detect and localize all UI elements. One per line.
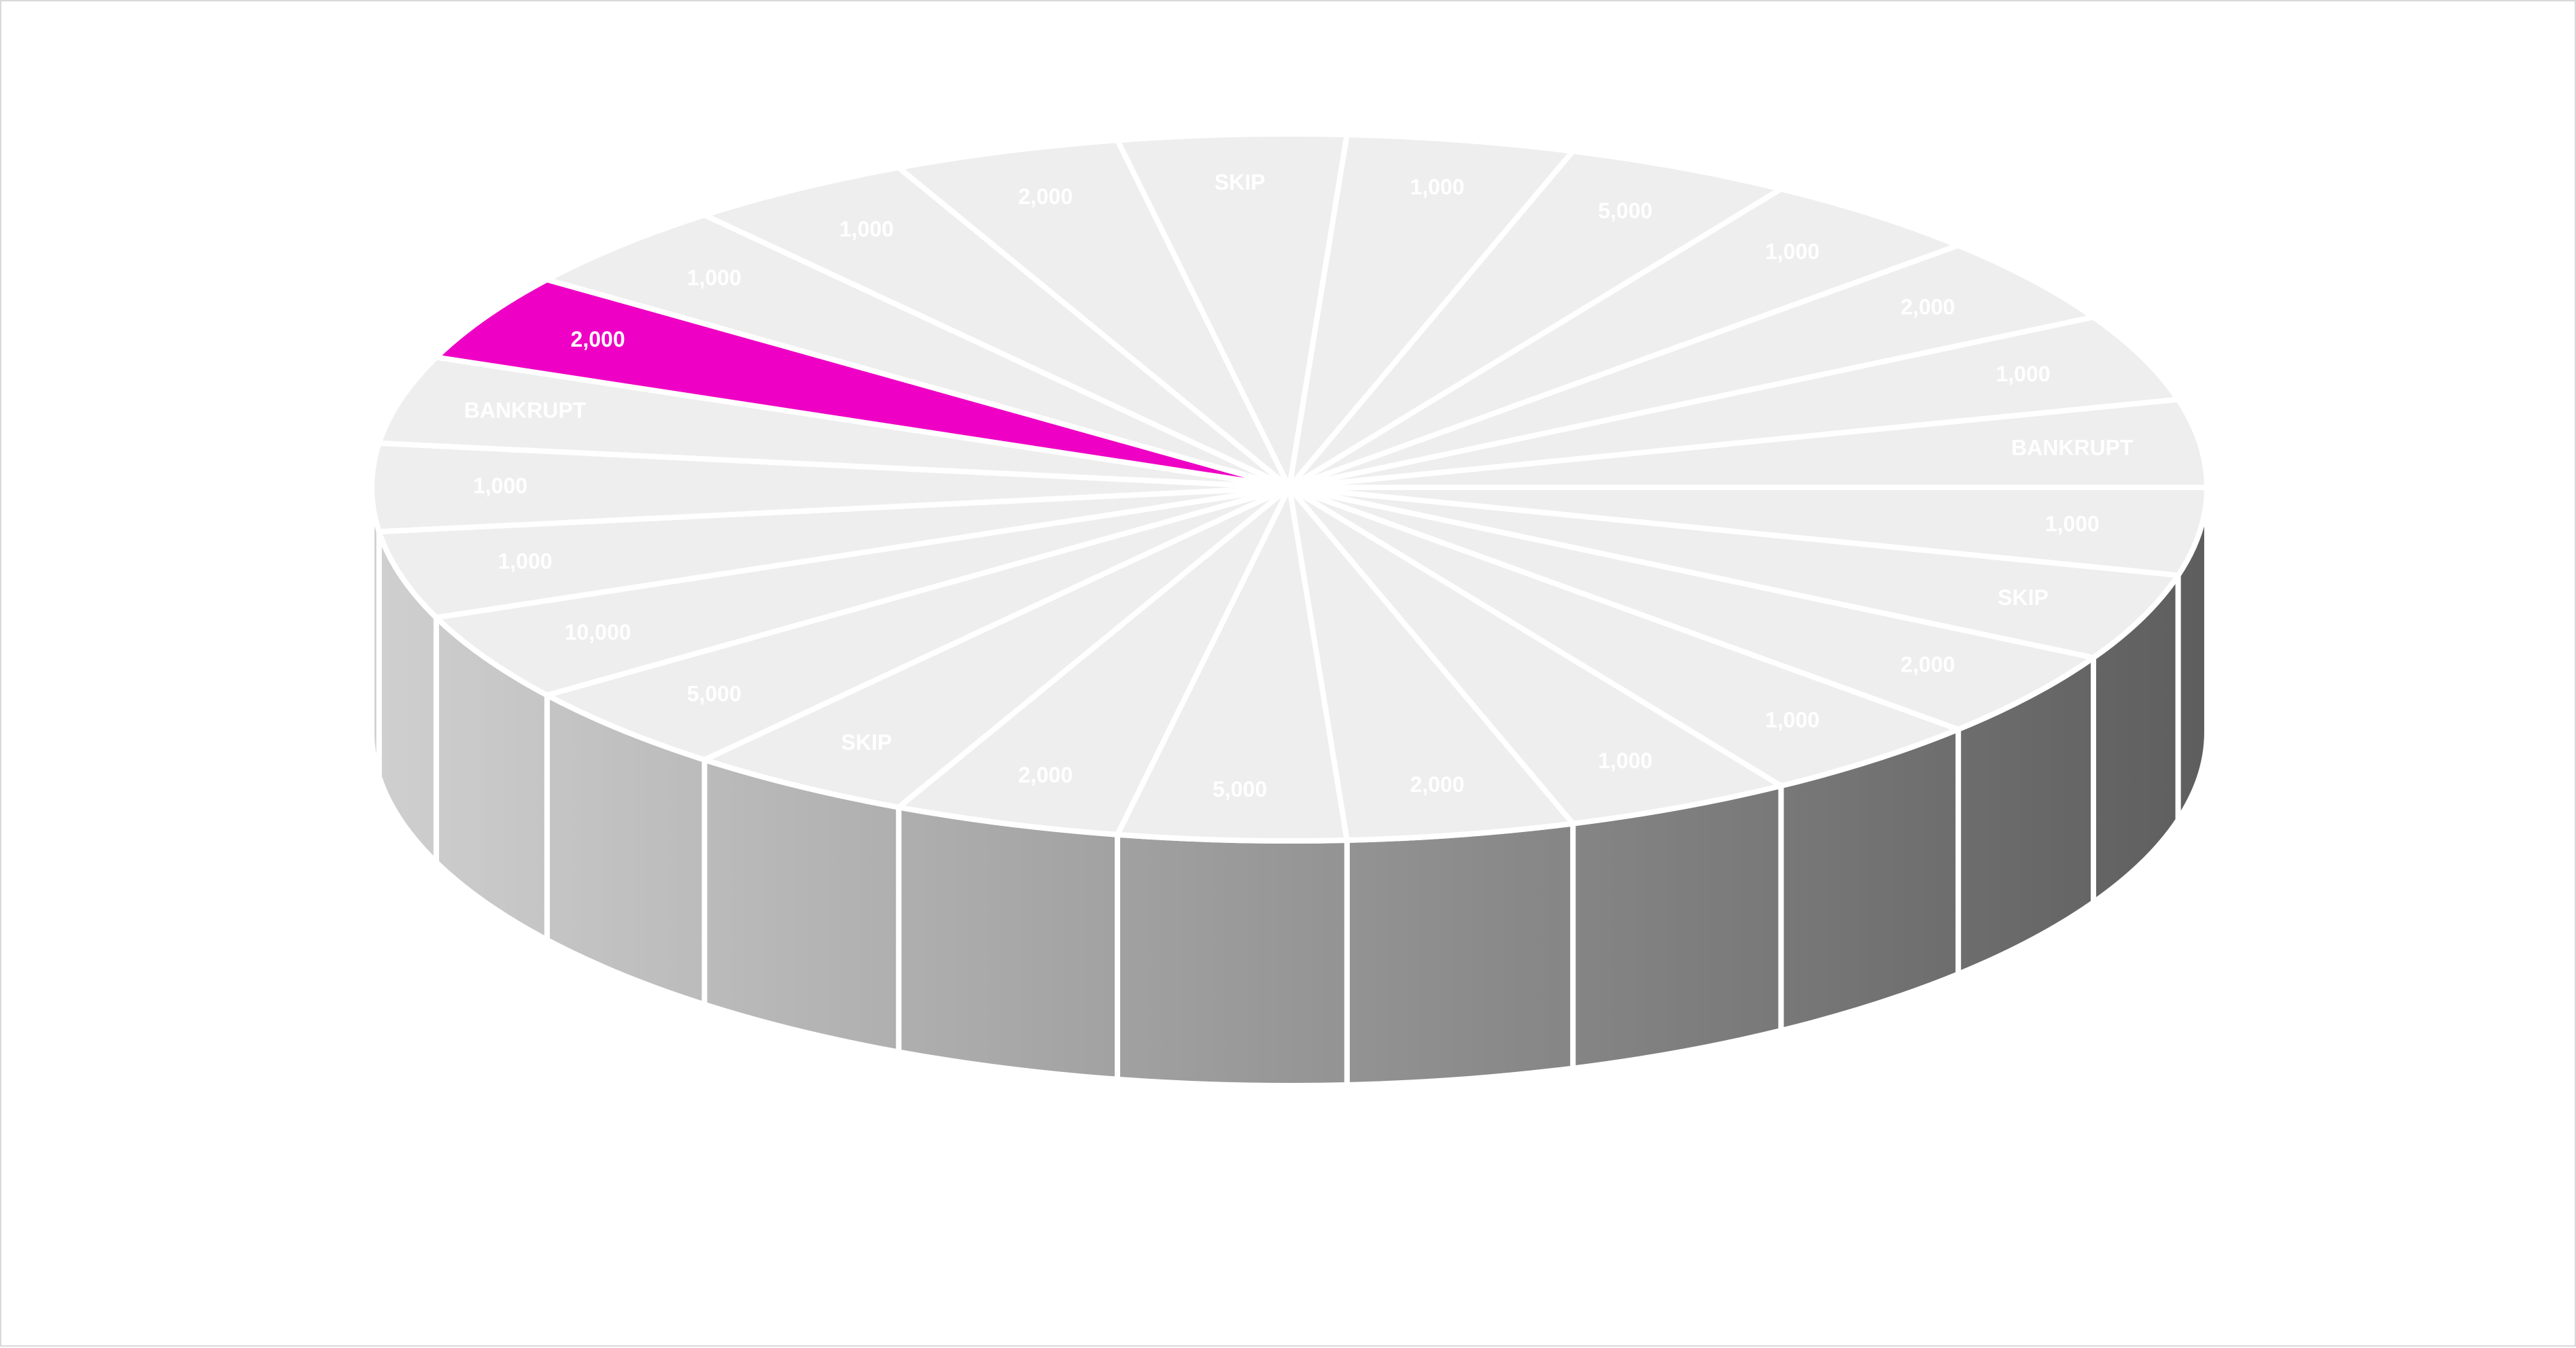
- slice-label: 1,000: [1598, 748, 1652, 773]
- wheel-slice: [1287, 186, 1962, 490]
- wheel-slice: [896, 485, 1292, 837]
- slice-label: 1,000: [687, 265, 742, 290]
- wheel-labels: 1,000 SKIP 2,000 1,000 1,000 2,000 5,000 2,000 S…: [464, 170, 2134, 801]
- wheel-slice: [1287, 485, 1784, 827]
- wheel-slice: [1115, 485, 1350, 844]
- wheel-slice: [369, 440, 1292, 535]
- slice-label: 2,000: [1900, 652, 1955, 676]
- slice-label: 2,000: [1900, 295, 1955, 319]
- wheel-slice: [1287, 485, 2097, 732]
- wheel-slice: [1287, 485, 2181, 661]
- wheel-slice: [896, 137, 1292, 490]
- wheel-slice: [1287, 485, 1576, 843]
- wheel-slice: [544, 485, 1292, 763]
- wheel-slice: [1287, 243, 2097, 490]
- slice-label: 5,000: [1598, 198, 1652, 223]
- slice-label: 1,000: [473, 473, 527, 498]
- wheel-slice: [1287, 148, 1784, 490]
- wheel-side-segment: [1570, 783, 1784, 1071]
- wheel-top: [369, 131, 2210, 844]
- slice-label: 2,000: [1410, 772, 1464, 797]
- wheel-side-segment: [1344, 820, 1576, 1088]
- wheel-slice: [376, 485, 1292, 621]
- wheel-slice: [433, 485, 1292, 698]
- wheel-slice: [701, 165, 1292, 490]
- wheel-slice: [1115, 131, 1350, 490]
- slice-label: 2,000: [1018, 184, 1073, 209]
- slice-label: 5,000: [687, 682, 742, 706]
- slice-label: 10,000: [565, 620, 631, 644]
- slice-label: 1,000: [2045, 511, 2100, 536]
- wheel-slice: [1287, 396, 2210, 490]
- slice-label: SKIP: [1215, 170, 1266, 194]
- slice-label: BANKRUPT: [2011, 435, 2134, 460]
- wheel-slice-highlighted: [433, 277, 1292, 490]
- wheel-slice: [1287, 314, 2181, 490]
- wheel-side-segment: [896, 804, 1121, 1082]
- wheel-slice: [1287, 485, 1962, 789]
- slice-label: 1,000: [1765, 239, 1820, 264]
- slice-label: 2,000: [1018, 763, 1073, 787]
- slice-label: 1,000: [498, 549, 552, 574]
- slice-label: 5,000: [1213, 777, 1267, 801]
- slice-label: BANKRUPT: [464, 398, 587, 422]
- slice-label: 1,000: [1765, 708, 1820, 732]
- wheel-slice: [544, 212, 1292, 490]
- slice-label: 1,000: [839, 217, 894, 241]
- wheel-slice: [701, 485, 1292, 810]
- slice-label: 1,000: [1996, 362, 2050, 386]
- slice-label: 1,000: [1410, 175, 1464, 199]
- slice-label: SKIP: [1998, 585, 2049, 610]
- slice-label: SKIP: [841, 730, 892, 755]
- wheel-side-segment: [1115, 831, 1350, 1088]
- slice-label: 2,000: [571, 327, 625, 351]
